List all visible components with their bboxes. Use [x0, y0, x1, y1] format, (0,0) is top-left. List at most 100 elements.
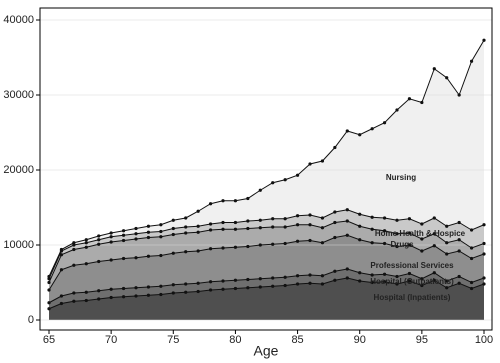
area-fill	[49, 209, 484, 283]
x-tick-label: 85	[291, 334, 303, 346]
point	[469, 256, 474, 261]
point	[345, 267, 349, 271]
point	[320, 282, 325, 286]
point	[358, 271, 362, 275]
point	[271, 217, 275, 221]
point	[134, 232, 138, 236]
point	[395, 244, 399, 249]
point	[432, 278, 436, 282]
point	[208, 280, 213, 284]
x-axis-label: Age	[254, 343, 279, 359]
point	[146, 230, 151, 234]
point	[121, 233, 126, 237]
point	[97, 297, 101, 301]
point	[482, 282, 486, 286]
point	[295, 239, 300, 243]
point	[84, 262, 88, 266]
series-line	[48, 220, 485, 283]
point	[159, 253, 163, 258]
point	[420, 222, 424, 226]
point	[407, 243, 412, 247]
series-line	[48, 268, 485, 304]
point	[432, 271, 436, 275]
point	[97, 238, 101, 242]
point	[445, 241, 449, 245]
point	[295, 173, 300, 177]
point	[271, 225, 275, 229]
point	[59, 301, 64, 306]
point	[370, 127, 374, 131]
point	[59, 247, 64, 252]
series-line	[48, 277, 485, 310]
point	[196, 289, 200, 294]
point	[308, 213, 312, 217]
point	[469, 286, 474, 291]
point	[184, 231, 188, 235]
point	[333, 235, 337, 240]
point	[370, 227, 374, 231]
x-tick-label: 80	[229, 334, 241, 346]
point	[258, 226, 262, 230]
series-label: Hospital (Outpatients)	[370, 277, 454, 286]
point	[482, 223, 486, 227]
point	[221, 287, 225, 291]
point	[370, 215, 374, 219]
point	[432, 244, 436, 248]
point	[308, 273, 312, 277]
point	[283, 275, 287, 279]
point	[482, 252, 486, 256]
point	[271, 181, 275, 185]
series-label: Nursing	[386, 173, 416, 182]
point	[345, 276, 349, 280]
point	[47, 307, 51, 311]
point	[84, 290, 88, 294]
point	[72, 299, 76, 303]
point	[345, 208, 349, 212]
point	[84, 298, 88, 303]
point	[72, 291, 76, 295]
x-tick-label: 90	[354, 334, 366, 346]
point	[395, 232, 399, 236]
point	[432, 67, 436, 71]
point	[370, 241, 374, 245]
point	[382, 280, 387, 284]
point	[47, 277, 51, 281]
point	[445, 279, 449, 283]
point	[407, 217, 412, 221]
point	[196, 209, 200, 213]
point	[184, 225, 188, 229]
point	[457, 238, 461, 242]
point	[246, 196, 250, 201]
point	[72, 247, 76, 252]
y-tick-label: 30000	[3, 89, 34, 101]
point	[171, 218, 175, 222]
point	[271, 284, 275, 288]
point	[171, 232, 175, 237]
point	[358, 133, 362, 137]
point	[134, 286, 138, 290]
point	[246, 286, 250, 290]
point	[159, 229, 163, 234]
point	[457, 281, 461, 285]
area-fill	[49, 235, 484, 303]
point	[159, 223, 163, 227]
point	[395, 274, 399, 279]
point	[407, 97, 412, 101]
point	[308, 281, 312, 285]
point	[382, 216, 387, 220]
point	[295, 223, 300, 227]
point	[109, 231, 113, 235]
point	[370, 280, 374, 285]
point	[109, 295, 113, 300]
point	[72, 263, 76, 267]
point	[333, 145, 337, 150]
point	[445, 286, 449, 290]
point	[407, 231, 412, 235]
x-tick-label: 75	[167, 334, 179, 346]
point	[159, 284, 163, 288]
point	[271, 242, 275, 246]
series-label: Professional Services	[370, 261, 454, 270]
point	[469, 246, 474, 250]
